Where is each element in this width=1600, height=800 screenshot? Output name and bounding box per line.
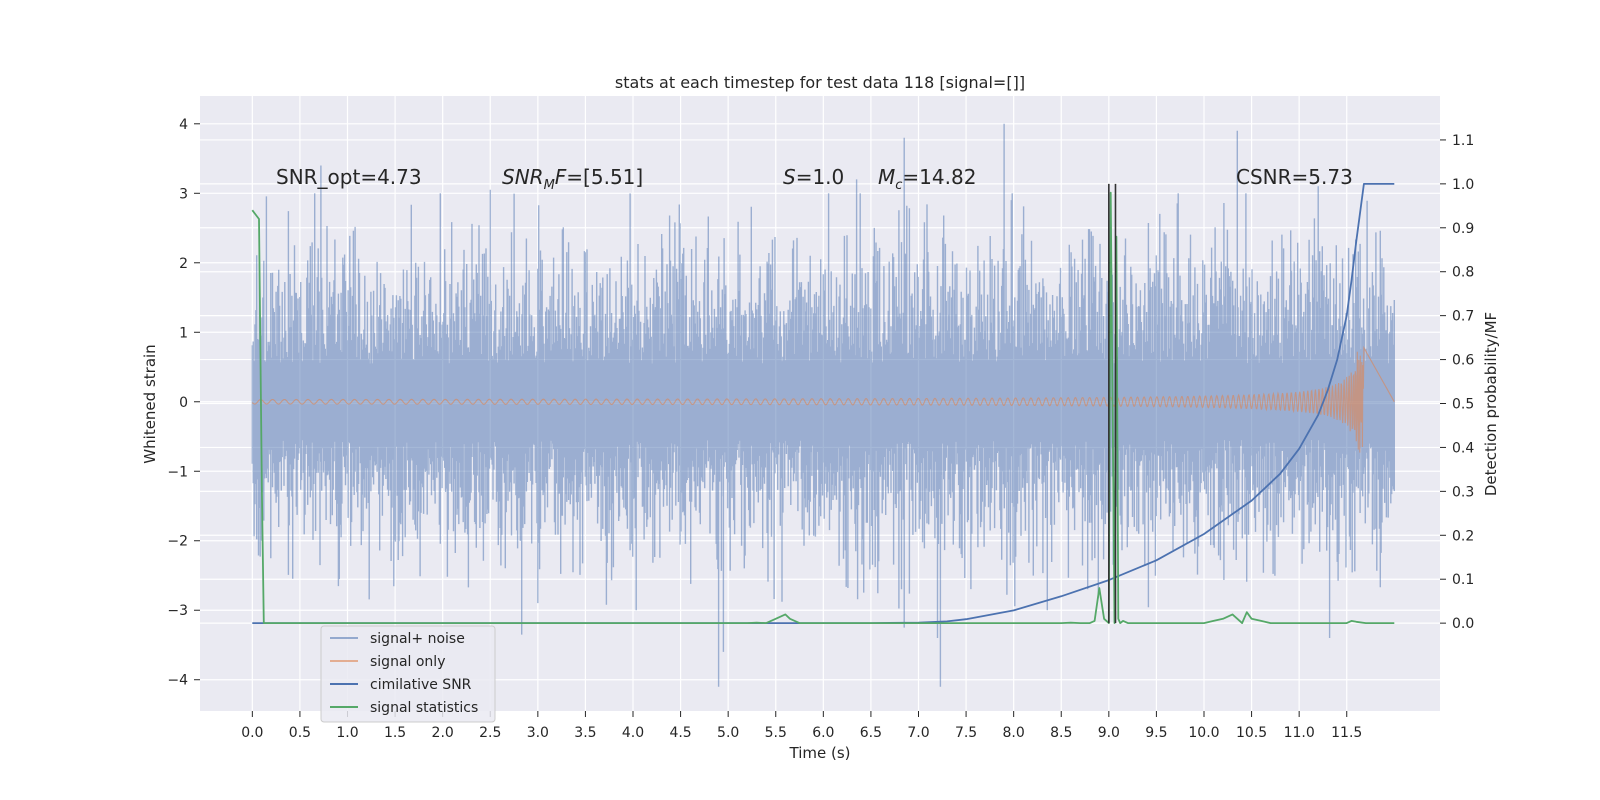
left-y-axis: −4 −3 −2 −1 0 1 2 3 4 <box>167 117 200 689</box>
legend-box <box>320 625 496 723</box>
right-y-tick-label: 0.1 <box>1452 572 1474 588</box>
left-y-tick-label: −2 <box>167 534 188 550</box>
x-tick-label: 5.0 <box>717 725 739 741</box>
x-tick-label: 10.0 <box>1188 725 1219 741</box>
annotation-snr-opt: SNR_opt=4.73 <box>276 165 422 189</box>
right-y-tick-label: 0.0 <box>1452 616 1474 632</box>
x-tick-label: 7.5 <box>955 725 977 741</box>
left-y-tick-label: −4 <box>167 673 188 689</box>
x-tick-label: 0.0 <box>241 725 263 741</box>
x-tick-label: 2.5 <box>479 725 501 741</box>
right-y-axis-label: Detection probability/MF <box>1482 312 1500 496</box>
x-tick-label: 9.5 <box>1145 725 1167 741</box>
x-axis-label: Time (s) <box>789 744 851 762</box>
x-tick-label: 2.0 <box>432 725 454 741</box>
right-y-axis: 0.0 0.1 0.2 0.3 0.4 0.5 0.6 0.7 0.8 0.9 1.0 1.1 <box>1440 133 1474 632</box>
x-tick-label: 6.0 <box>812 725 834 741</box>
annotation-mc: Mc=14.82 <box>878 165 976 193</box>
left-y-tick-label: −3 <box>167 603 188 619</box>
series-cumulative-snr <box>252 183 1395 624</box>
x-tick-label: 4.5 <box>669 725 691 741</box>
right-y-tick-label: 0.9 <box>1452 221 1474 237</box>
right-y-tick-label: 0.3 <box>1452 484 1474 500</box>
right-y-tick-label: 0.8 <box>1452 265 1474 281</box>
x-tick-label: 3.5 <box>574 725 596 741</box>
right-y-tick-label: 0.4 <box>1452 440 1474 456</box>
left-y-tick-label: −1 <box>167 464 188 480</box>
x-tick-label: 10.5 <box>1236 725 1267 741</box>
series-signal-noise <box>251 123 1395 687</box>
x-tick-label: 9.0 <box>1098 725 1120 741</box>
x-tick-label: 0.5 <box>289 725 311 741</box>
legend-label-signal-noise: signal+ noise <box>370 631 465 647</box>
left-y-tick-label: 2 <box>179 256 188 272</box>
right-y-tick-label: 0.2 <box>1452 528 1474 544</box>
right-y-tick-label: 1.0 <box>1452 177 1474 193</box>
x-tick-label: 5.5 <box>765 725 787 741</box>
right-y-tick-label: 0.5 <box>1452 397 1474 413</box>
right-y-tick-label: 0.7 <box>1452 309 1474 325</box>
left-y-tick-label: 3 <box>179 186 188 202</box>
left-y-tick-label: 0 <box>179 395 188 411</box>
right-y-tick-label: 1.1 <box>1452 133 1474 149</box>
left-y-tick-label: 1 <box>179 325 188 341</box>
right-y-tick-label: 0.6 <box>1452 353 1474 369</box>
x-tick-label: 4.0 <box>622 725 644 741</box>
x-axis: 0.0 0.5 1.0 1.5 2.0 2.5 3.0 3.5 4.0 4.5 5.0 5.5 6.0 6… <box>241 711 1362 741</box>
x-tick-label: 11.0 <box>1284 725 1315 741</box>
x-tick-label: 6.5 <box>860 725 882 741</box>
x-tick-label: 11.5 <box>1331 725 1362 741</box>
x-tick-label: 3.0 <box>527 725 549 741</box>
data-layer <box>251 123 1395 687</box>
left-y-axis-label: Whitened strain <box>141 344 159 463</box>
annotation-snr-mf: SNRMF=[5.51] <box>502 165 643 193</box>
legend-label-signal-only: signal only <box>370 654 445 670</box>
legend: signal+ noise signal only cimilative SNR… <box>320 625 496 723</box>
x-tick-label: 1.0 <box>336 725 358 741</box>
left-y-tick-label: 4 <box>179 117 188 133</box>
legend-label-cumulative-snr: cimilative SNR <box>370 677 472 693</box>
x-tick-label: 8.0 <box>1003 725 1025 741</box>
chart-title: stats at each timestep for test data 118… <box>615 73 1025 92</box>
x-tick-label: 1.5 <box>384 725 406 741</box>
annotation-s: S=1.0 <box>783 165 844 189</box>
legend-label-signal-statistics: signal statistics <box>370 700 478 716</box>
x-tick-label: 8.5 <box>1050 725 1072 741</box>
series-signal-only <box>251 345 1395 453</box>
annotation-csnr: CSNR=5.73 <box>1236 165 1353 189</box>
x-tick-label: 7.0 <box>907 725 929 741</box>
